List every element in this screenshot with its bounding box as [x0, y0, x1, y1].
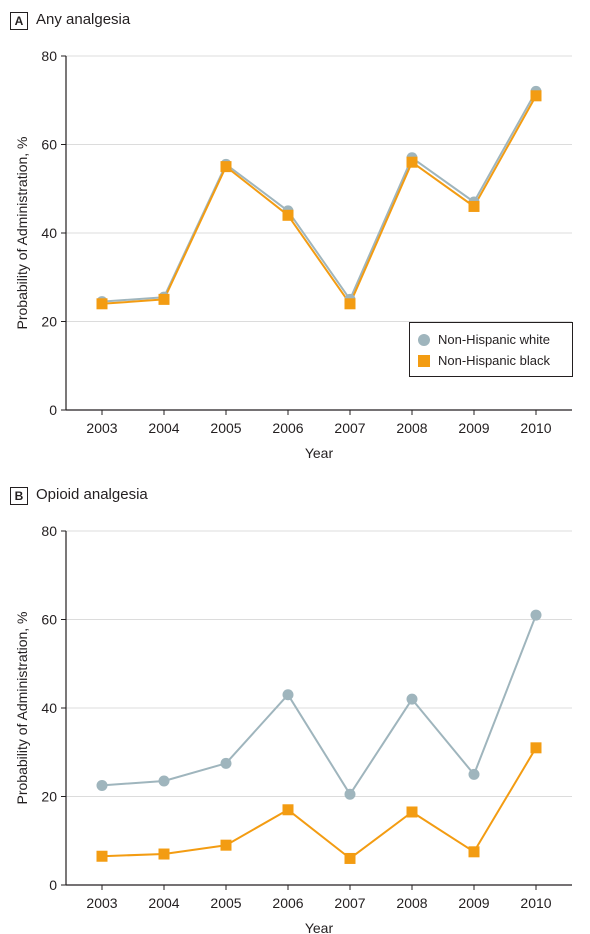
legend-circle-marker	[418, 334, 430, 346]
chart-b-x-tick-label-2005: 2005	[210, 895, 241, 911]
chart-b-point-non-hispanic-black-2003	[96, 850, 108, 862]
chart-b-y-tick-label-40: 40	[41, 700, 57, 716]
chart-a-x-tick-label-2005: 2005	[210, 420, 241, 436]
chart-a-point-non-hispanic-black-2005	[220, 161, 232, 173]
chart-b-x-tick-label-2003: 2003	[86, 895, 117, 911]
chart-a-point-non-hispanic-black-2008	[406, 156, 418, 168]
chart-b-point-non-hispanic-white-2007	[344, 788, 356, 800]
chart-a-svg: 0 20 40 60 80 2003 2004 2005 2006 2007 2008 2009 201…	[14, 48, 572, 461]
panel-b-label: B	[10, 487, 28, 505]
chart-a-series-line-non-hispanic-white	[101, 90, 537, 303]
chart-a-x-tick-label-2009: 2009	[458, 420, 489, 436]
chart-b-point-non-hispanic-white-2009	[468, 768, 480, 780]
chart-a-point-non-hispanic-black-2007	[344, 298, 356, 310]
chart-a-y-tick-label-80: 80	[41, 48, 57, 64]
chart-b-x-axis-label: Year	[305, 920, 334, 934]
chart-b-x-tick-label-2008: 2008	[396, 895, 427, 911]
panel-a-label: A	[10, 12, 28, 30]
chart-a-point-non-hispanic-black-2004	[158, 293, 170, 305]
legend-label-non-hispanic-black: Non-Hispanic black	[438, 353, 550, 368]
chart-b-point-non-hispanic-black-2005	[220, 839, 232, 851]
chart-a-x-tick-label-2006: 2006	[272, 420, 303, 436]
chart-b-point-non-hispanic-black-2008	[406, 806, 418, 818]
chart-b-point-non-hispanic-white-2003	[96, 779, 108, 791]
chart-a-x-tick-label-2010: 2010	[520, 420, 551, 436]
chart-a-y-axis-label: Probability of Administration, %	[14, 137, 30, 330]
chart-a-y-tick-label-20: 20	[41, 314, 57, 330]
chart-b-series-line-non-hispanic-white	[101, 614, 537, 796]
chart-b-y-tick-label-0: 0	[49, 877, 57, 893]
chart-a-x-axis-label: Year	[305, 445, 334, 461]
chart-b-point-non-hispanic-white-2010	[530, 609, 542, 621]
chart-b-point-non-hispanic-black-2004	[158, 848, 170, 860]
chart-a-y-tick-label-0: 0	[49, 402, 57, 418]
chart-a-x-tick-label-2008: 2008	[396, 420, 427, 436]
chart-a-point-non-hispanic-black-2006	[282, 209, 294, 221]
chart-b-y-tick-label-60: 60	[41, 612, 57, 628]
chart-b-x-tick-label-2010: 2010	[520, 895, 551, 911]
chart-b-point-non-hispanic-black-2007	[344, 852, 356, 864]
chart-b-y-tick-label-80: 80	[41, 523, 57, 539]
chart-b-y-tick-label-20: 20	[41, 789, 57, 805]
chart-b-svg: 0 20 40 60 80 2003 2004 2005 2006 2007 2008 2009 201…	[14, 523, 572, 934]
chart-b-y-axis-label: Probability of Administration, %	[14, 612, 30, 805]
chart-a-x-tick-label-2003: 2003	[86, 420, 117, 436]
chart-b-x-tick-label-2004: 2004	[148, 895, 179, 911]
chart-a-y-tick-label-40: 40	[41, 225, 57, 241]
chart-a-point-non-hispanic-black-2009	[468, 200, 480, 212]
chart-b-point-non-hispanic-white-2006	[282, 689, 294, 701]
chart-a-point-non-hispanic-black-2003	[96, 298, 108, 310]
chart-b-point-non-hispanic-white-2005	[220, 757, 232, 769]
panel-a-title: Any analgesia	[36, 11, 131, 28]
panel-b-title: Opioid analgesia	[36, 486, 148, 503]
chart-b-point-non-hispanic-white-2008	[406, 693, 418, 705]
chart-b-point-non-hispanic-white-2004	[158, 775, 170, 787]
chart-b-series-line-non-hispanic-black	[101, 747, 537, 860]
legend-label-non-hispanic-white: Non-Hispanic white	[438, 332, 550, 347]
chart-a-series-line-non-hispanic-black	[101, 95, 537, 305]
chart-b-point-non-hispanic-black-2009	[468, 846, 480, 858]
chart-panel-b: 0 20 40 60 80 2003 2004 2005 2006 2007 2008 2009 201…	[0, 475, 590, 934]
chart-a-x-tick-label-2004: 2004	[148, 420, 179, 436]
chart-a-legend: Non-Hispanic white Non-Hispanic black	[409, 322, 573, 377]
chart-b-x-tick-label-2009: 2009	[458, 895, 489, 911]
chart-a-point-non-hispanic-black-2010	[530, 90, 542, 102]
legend-square-marker	[418, 355, 430, 367]
chart-panel-a: 0 20 40 60 80 2003 2004 2005 2006 2007 2008 2009 201…	[10, 11, 573, 461]
chart-b-point-non-hispanic-black-2006	[282, 804, 294, 816]
chart-b-x-tick-label-2007: 2007	[334, 895, 365, 911]
chart-a-y-tick-label-60: 60	[41, 137, 57, 153]
chart-a-x-tick-label-2007: 2007	[334, 420, 365, 436]
chart-b-point-non-hispanic-black-2010	[530, 742, 542, 754]
chart-b-x-tick-label-2006: 2006	[272, 895, 303, 911]
